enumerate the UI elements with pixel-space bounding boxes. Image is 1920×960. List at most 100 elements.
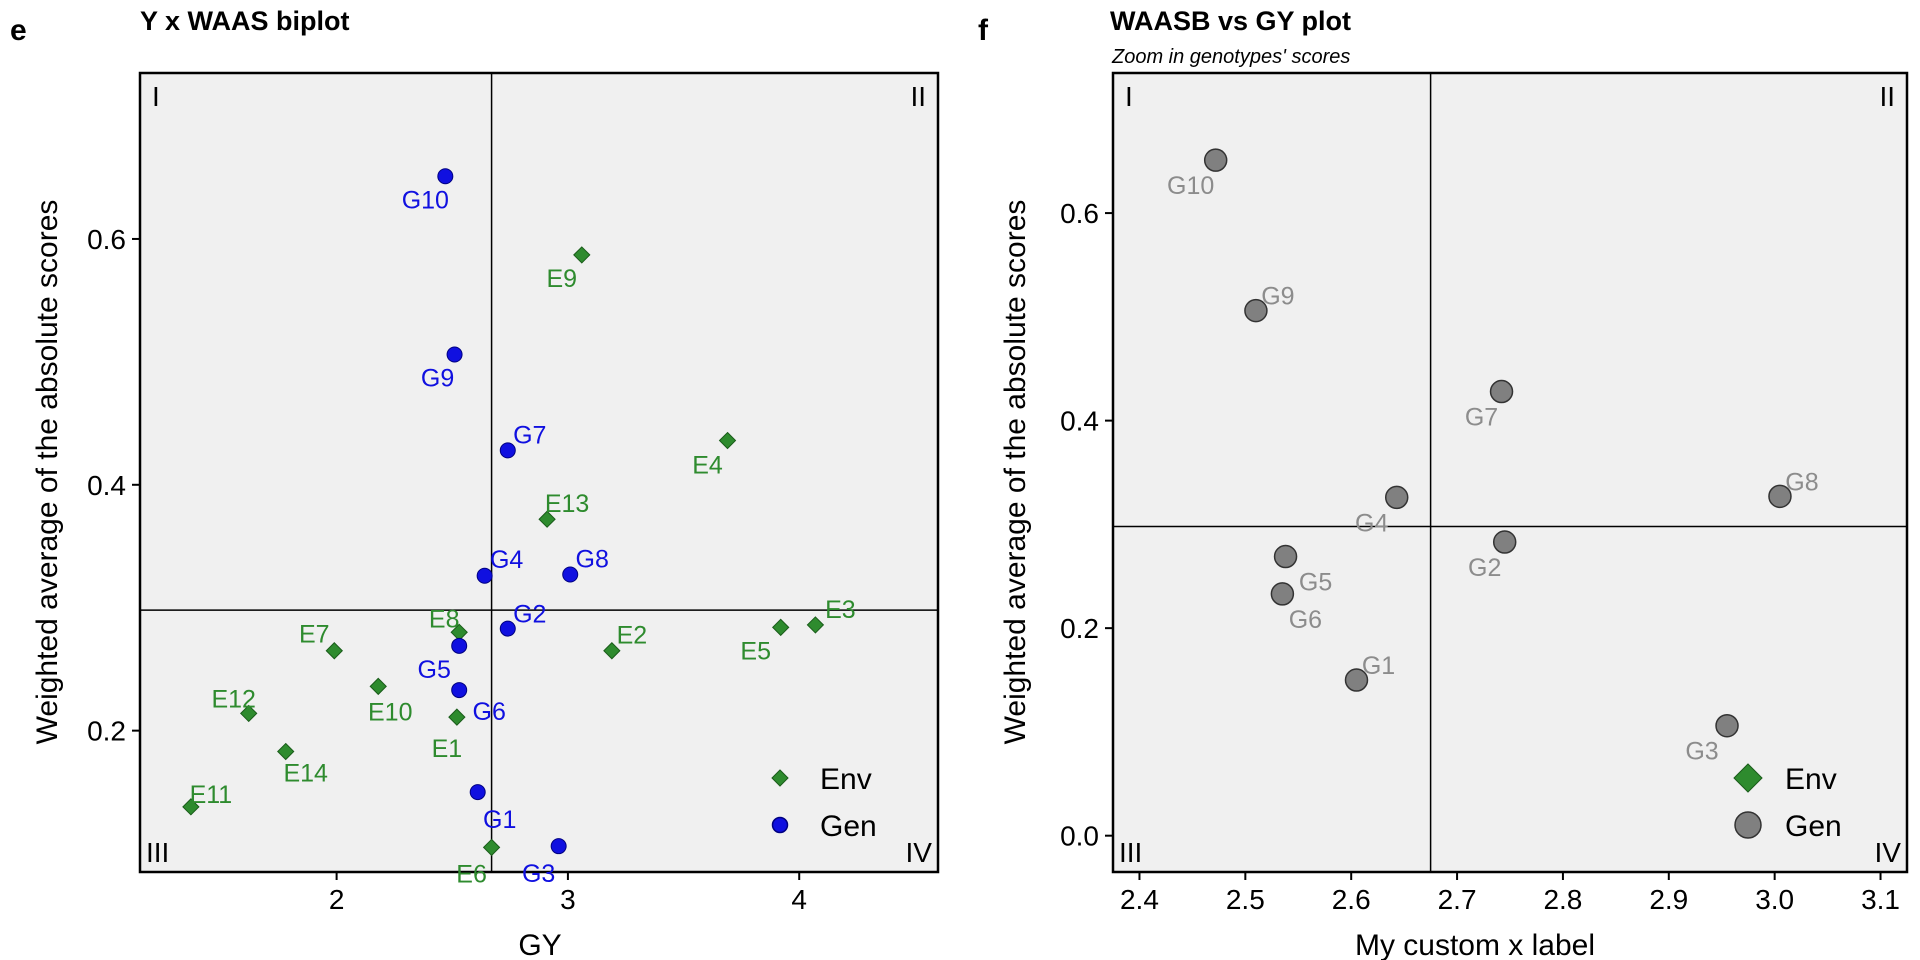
panel-f-title: WAASB vs GY plot [1110,6,1351,36]
panel-f-point-label-G3: G3 [1685,738,1718,766]
panel-f-letter: f [978,14,989,47]
panel-e-point-label-E13: E13 [545,490,589,518]
panel-f-x-tick-label: 3.1 [1861,884,1900,915]
panel-e-quadrant-label-I: I [152,81,160,112]
panel-e-point-label-E3: E3 [825,596,856,624]
panel-f-gen-point-G10 [1203,148,1228,172]
panel-e-point-label-E7: E7 [299,621,330,649]
panel-e-x-axis-label: GY [518,929,561,960]
panel-f-x-tick-label: 3.0 [1755,884,1794,915]
panel-e-point-label-G2: G2 [513,601,546,629]
panel-f-gen-point-G8 [1768,484,1792,509]
panel-e-gen-point-G8 [562,566,579,583]
panel-e-point-label-E12: E12 [211,685,255,713]
panel-e-gen-point-G10 [437,168,454,185]
panel-f-quadrant-label-II: II [1879,81,1895,112]
panel-e-biplot: e Y x WAAS biplot GY Weighted average of… [10,6,940,960]
panel-f-point-label-G2: G2 [1468,554,1501,582]
panel-f-x-tick-label: 2.9 [1649,884,1688,915]
panel-e-point-label-E10: E10 [368,698,412,726]
panel-e-env-point-E13 [538,510,556,528]
panel-e-point-label-E9: E9 [546,265,577,293]
panel-f-x-tick-label: 2.4 [1120,884,1159,915]
panel-e-legend-gen-key [771,816,789,834]
panel-f-legend: Env Gen [1733,763,1842,843]
panel-e-quadrant-label-II: II [910,81,926,112]
panel-e-point-label-G3: G3 [522,860,555,888]
panel-e-gen-point-G7 [499,442,516,459]
panel-f-y-tick-label: 0.4 [1060,406,1099,437]
panel-f-gen-point-G7 [1489,379,1514,404]
panel-e-legend-env-label: Env [820,763,872,796]
panel-e-gen-point-G5 [451,637,468,654]
panel-f-gen-point-G2 [1492,530,1517,554]
panel-e-point-label-E5: E5 [740,637,771,665]
panel-f-point-label-G6: G6 [1289,606,1322,634]
panel-f-point-label-G8: G8 [1785,468,1818,496]
panel-e-env-point-E14 [277,742,295,761]
panel-f-legend-gen-key [1734,811,1762,839]
panel-f-zoom-plot: f WAASB vs GY plot Zoom in genotypes' sc… [978,6,1909,960]
panel-f-gen-point-G9 [1244,298,1268,323]
panel-e-point-label-G5: G5 [418,656,451,684]
panel-f-y-tick-label: 0.6 [1060,198,1099,229]
panel-e-env-point-E4 [718,431,737,450]
panel-f-legend-env-key [1733,763,1763,793]
panel-e-point-label-G10: G10 [402,186,449,214]
panel-f-y-tick-label: 0.2 [1060,613,1099,644]
panel-e-quadrant-label-III: III [146,837,169,868]
panel-e-legend: Env Gen [771,763,877,843]
panel-e-point-label-E2: E2 [617,622,648,650]
panel-f-legend-gen-label: Gen [1785,810,1842,843]
panel-f-gen-point-G1 [1344,668,1369,692]
panel-e-point-label-G1: G1 [483,806,516,834]
panel-f-y-axis-label: Weighted average of the absolute scores [999,200,1032,745]
panel-e-point-label-G8: G8 [576,546,609,574]
panel-e-env-point-E1 [448,708,466,726]
panel-e-point-label-G6: G6 [473,698,506,726]
panel-f-point-label-G1: G1 [1362,652,1395,680]
panel-e-plot-area [140,73,938,872]
panel-e-x-tick-label: 4 [791,884,807,915]
panel-f-gen-point-G6 [1270,582,1295,606]
panel-e-gen-point-G6 [451,682,468,699]
panel-f-point-label-G4: G4 [1355,509,1388,537]
panel-e-y-tick-label: 0.6 [87,224,126,255]
panel-e-legend-gen-label: Gen [820,810,877,843]
panel-e-env-point-E3 [806,616,825,634]
panel-e-point-label-G7: G7 [513,421,546,449]
panel-f-point-label-G5: G5 [1299,569,1332,597]
panel-e-env-point-E11 [182,798,200,816]
panel-e-legend-env-key [771,769,789,787]
panel-e-env-point-E12 [240,704,258,723]
panel-e-gen-point-G3 [550,838,567,855]
panel-e-y-axis-label: Weighted average of the absolute scores [31,200,64,745]
panel-f-point-label-G7: G7 [1465,404,1498,432]
panel-e-env-point-E7 [325,642,344,660]
panel-e-env-point-E9 [573,246,591,264]
panel-e-y-tick-label: 0.4 [87,470,126,501]
panel-f-plot-area [1113,73,1907,872]
panel-f-quadrant-label-I: I [1125,81,1133,112]
panel-f-gen-point-G4 [1384,485,1409,510]
panel-e-x-tick-label: 3 [560,884,576,915]
panel-f-x-tick-label: 2.6 [1332,884,1371,915]
panel-e-quadrant-label-IV: IV [906,837,933,868]
panel-e-point-label-E1: E1 [432,735,463,763]
panel-e-gen-point-G9 [446,346,463,363]
panel-f-x-axis-label: My custom x label [1355,929,1595,960]
panel-f-x-tick-label: 2.8 [1543,884,1582,915]
panel-f-subtitle: Zoom in genotypes' scores [1111,46,1350,68]
panel-e-env-point-E5 [772,618,790,637]
panel-e-x-tick-label: 2 [329,884,345,915]
panel-e-env-point-E6 [482,838,501,857]
panel-f-quadrant-label-III: III [1119,837,1142,868]
panel-e-plot-frame [138,71,940,874]
panel-e-point-label-E11: E11 [190,781,233,809]
panel-e-point-label-E4: E4 [692,452,723,480]
panel-e-point-label-G4: G4 [490,546,523,574]
panel-e-env-point-E2 [603,642,621,660]
panel-e-y-tick-label: 0.2 [87,716,126,747]
panel-f-plot-frame [1111,71,1909,874]
panel-e-point-label-E14: E14 [283,760,328,788]
